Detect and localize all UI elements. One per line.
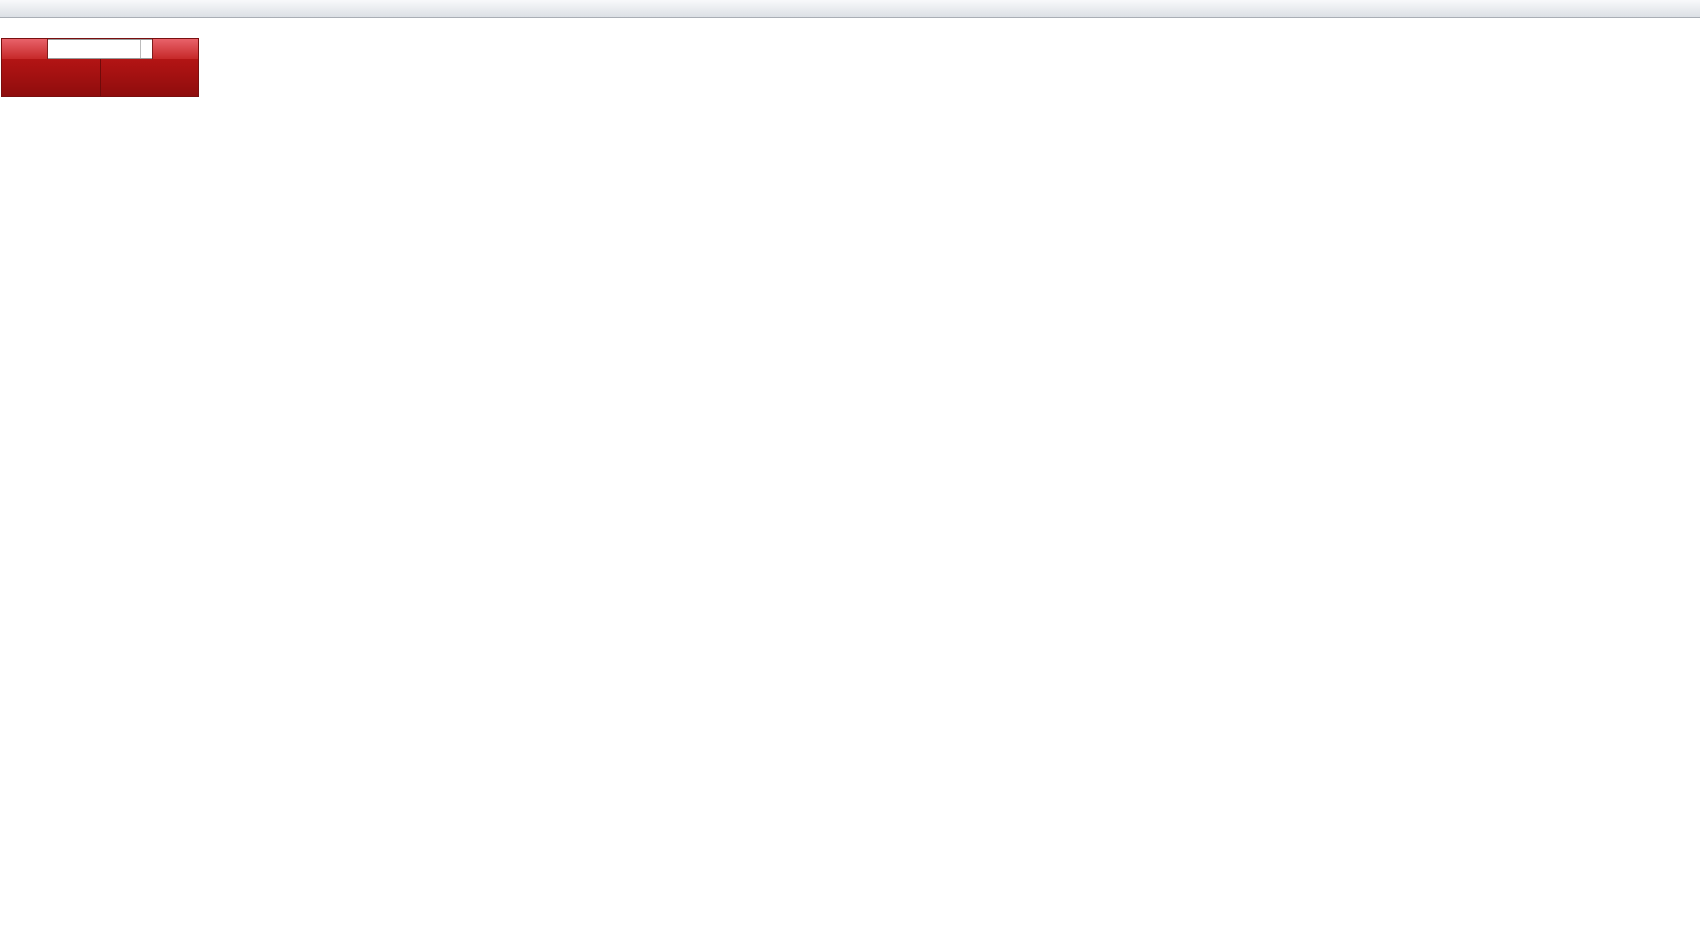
- one-click-prices-row: [2, 59, 198, 96]
- buy-button[interactable]: [152, 39, 198, 59]
- volume-spinner: [140, 40, 152, 58]
- one-click-trading-panel: [1, 38, 199, 97]
- one-click-buttons-row: [2, 39, 198, 59]
- volume-box: [48, 39, 152, 59]
- volume-input[interactable]: [48, 40, 140, 58]
- toolbar: [0, 0, 1700, 18]
- sell-button[interactable]: [2, 39, 48, 59]
- buy-price[interactable]: [101, 59, 199, 96]
- sell-price[interactable]: [2, 59, 100, 96]
- price-divider: [99, 59, 101, 96]
- chart-quote-bar: [3, 20, 7, 32]
